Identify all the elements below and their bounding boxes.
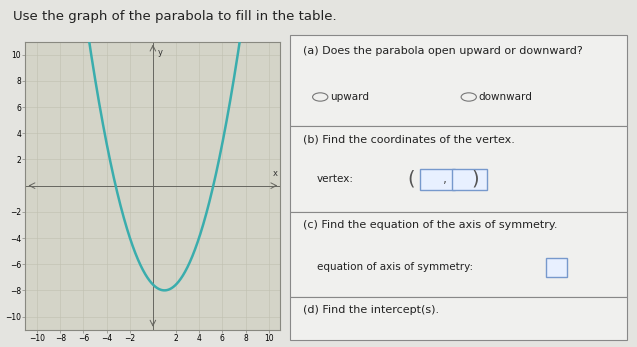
Text: (a) Does the parabola open upward or downward?: (a) Does the parabola open upward or dow… xyxy=(303,46,583,56)
Text: ): ) xyxy=(472,170,479,189)
Text: vertex:: vertex: xyxy=(317,174,354,184)
Text: (b) Find the coordinates of the vertex.: (b) Find the coordinates of the vertex. xyxy=(303,135,515,145)
Text: downward: downward xyxy=(478,92,532,102)
Text: (d) Find the intercept(s).: (d) Find the intercept(s). xyxy=(303,305,440,315)
Text: Use the graph of the parabola to fill in the table.: Use the graph of the parabola to fill in… xyxy=(13,10,336,23)
Text: x: x xyxy=(273,169,278,178)
Text: y: y xyxy=(157,48,162,57)
Text: upward: upward xyxy=(330,92,369,102)
Text: (: ( xyxy=(408,170,415,189)
Text: ,: , xyxy=(443,173,447,186)
Text: (c) Find the equation of the axis of symmetry.: (c) Find the equation of the axis of sym… xyxy=(303,220,558,230)
Text: equation of axis of symmetry:: equation of axis of symmetry: xyxy=(317,262,473,272)
